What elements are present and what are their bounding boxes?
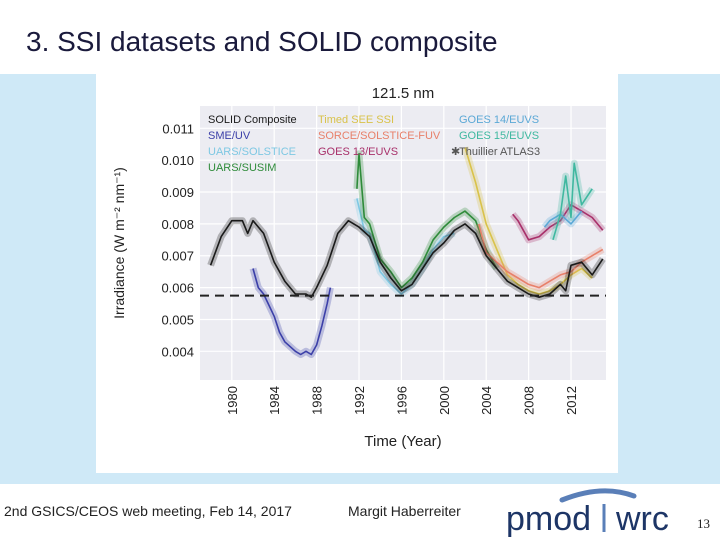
series-line	[252, 268, 332, 356]
series-goes-15-euvs	[549, 159, 596, 241]
x-tick-label: 2000	[437, 386, 452, 415]
series-line	[464, 147, 593, 295]
x-tick-label: 1980	[225, 386, 240, 415]
legend-item: GOES 14/EUVS	[459, 114, 539, 126]
legend-label: UARS/SOLSTICE	[208, 146, 296, 158]
series-line	[356, 153, 498, 289]
series-sme-uv	[249, 267, 334, 358]
x-tick-label: 1988	[310, 386, 325, 415]
series-line	[356, 198, 455, 295]
logo-text-wrc: wrc	[615, 500, 669, 538]
y-tick-label: 0.008	[161, 217, 194, 232]
y-tick-label: 0.005	[161, 312, 194, 327]
legend-label: GOES 13/EUVS	[318, 146, 398, 158]
legend-item: UARS/SUSIM	[208, 162, 276, 174]
series-line	[209, 219, 604, 298]
chart-panel: 1980 1984 1988 1992 1996 2000 2004 2008 2012 0.0…	[96, 74, 618, 473]
x-tick-label: 2012	[564, 386, 579, 415]
x-tick-labels: 1980 1984 1988 1992 1996 2000 2004 2008 2012	[225, 386, 579, 415]
x-tick-label: 2008	[522, 386, 537, 415]
irradiance-chart: 1980 1984 1988 1992 1996 2000 2004 2008 2012 0.0…	[111, 85, 606, 450]
legend-item: GOES 13/EUVS	[318, 146, 398, 158]
legend-label: Timed SEE SSI	[318, 114, 394, 126]
series-solid-composite	[207, 217, 606, 301]
pmod-wrc-logo: pmod wrc	[506, 488, 669, 538]
legend-star-marker: ✱	[451, 146, 460, 158]
legend-item: SORCE/SOLSTICE-FUV	[318, 130, 441, 142]
legend-label: SME/UV	[208, 130, 251, 142]
legend-item: SOLID Composite	[208, 114, 297, 126]
legend-item: Timed SEE SSI	[318, 114, 394, 126]
chart-title: 121.5 nm	[372, 85, 435, 102]
legend-item: ✱Thuillier ATLAS3	[451, 146, 540, 158]
logo-arc	[559, 488, 637, 503]
y-tick-label: 0.004	[161, 344, 194, 359]
legend: SOLID Composite SME/UV UARS/SOLSTICE UARS/S…	[208, 114, 540, 174]
x-tick-label: 1996	[394, 386, 409, 415]
series-timed-see-ssi	[461, 146, 595, 298]
x-tick-label: 1984	[267, 386, 282, 415]
series-layer	[207, 146, 606, 358]
legend-label: GOES 15/EUVS	[459, 130, 539, 142]
grid-lines	[200, 106, 606, 380]
y-axis-label: Irradiance (W m⁻² nm⁻¹)	[111, 167, 127, 319]
legend-item: GOES 15/EUVS	[459, 130, 539, 142]
legend-label: UARS/SUSIM	[208, 162, 276, 174]
footer-author: Margit Haberreiter	[348, 503, 461, 519]
series-line	[512, 204, 604, 241]
x-tick-label: 1992	[352, 386, 367, 415]
series-line	[552, 162, 593, 241]
series-uars-susim	[353, 150, 500, 292]
y-tick-label: 0.007	[161, 249, 194, 264]
y-tick-label: 0.006	[161, 281, 194, 296]
y-tick-label: 0.009	[161, 185, 194, 200]
page-number: 13	[697, 516, 710, 531]
legend-label: SORCE/SOLSTICE-FUV	[318, 130, 441, 142]
series-goes-13-euvs	[510, 201, 606, 244]
x-tick-label: 2004	[479, 386, 494, 415]
legend-label: GOES 14/EUVS	[459, 114, 539, 126]
legend-item: UARS/SOLSTICE	[208, 146, 296, 158]
footer-meeting: 2nd GSICS/CEOS web meeting, Feb 14, 2017	[4, 503, 292, 519]
y-tick-labels: 0.004 0.005 0.006 0.007 0.008 0.009 0.010 0.011	[161, 121, 194, 359]
x-axis-label: Time (Year)	[364, 433, 441, 450]
legend-label: Thuillier ATLAS3	[459, 146, 540, 158]
title-bar	[0, 0, 720, 74]
series-uars-solstice	[353, 197, 456, 298]
slide-title: 3. SSI datasets and SOLID composite	[26, 26, 498, 57]
legend-label: SOLID Composite	[208, 114, 297, 126]
y-tick-label: 0.010	[161, 153, 194, 168]
y-tick-label: 0.011	[162, 121, 194, 136]
logo-text-pmod: pmod	[506, 500, 591, 538]
legend-item: SME/UV	[208, 130, 251, 142]
